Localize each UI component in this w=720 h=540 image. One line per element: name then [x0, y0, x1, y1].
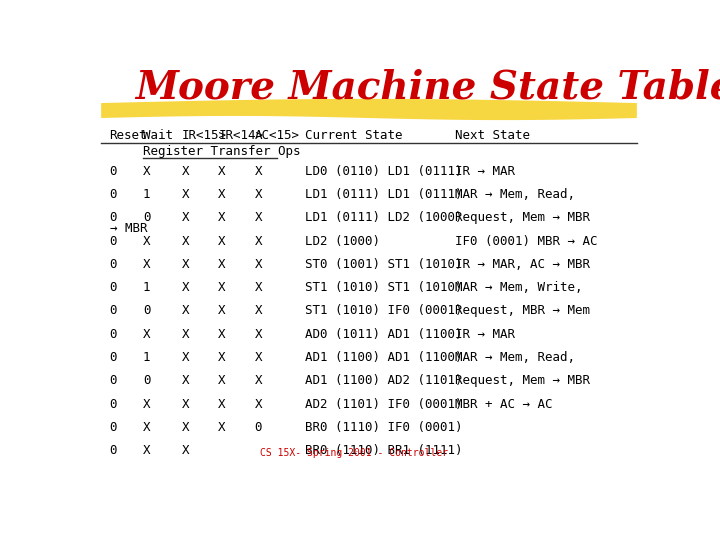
Text: 0: 0 [109, 165, 117, 178]
Text: X: X [218, 211, 226, 224]
Text: → MBR: → MBR [109, 222, 147, 235]
Text: 0: 0 [109, 374, 117, 387]
Text: 0: 0 [109, 444, 117, 457]
Text: IR → MAR, AC → MBR: IR → MAR, AC → MBR [456, 258, 590, 271]
Text: AD1 (1100) AD1 (1100): AD1 (1100) AD1 (1100) [305, 351, 462, 364]
Text: 0: 0 [143, 374, 150, 387]
Text: X: X [182, 281, 189, 294]
Text: LD2 (1000): LD2 (1000) [305, 234, 380, 248]
Text: 1: 1 [143, 188, 150, 201]
Text: X: X [255, 351, 262, 364]
Text: Current State: Current State [305, 129, 402, 142]
Text: 0: 0 [255, 421, 262, 434]
Text: X: X [143, 234, 150, 248]
Polygon shape [101, 99, 637, 120]
Text: X: X [182, 305, 189, 318]
Text: 0: 0 [109, 258, 117, 271]
Text: IR → MAR: IR → MAR [456, 165, 516, 178]
Text: Next State: Next State [456, 129, 531, 142]
Text: Reset: Reset [109, 129, 147, 142]
Text: X: X [182, 234, 189, 248]
Text: AD0 (1011) AD1 (1100): AD0 (1011) AD1 (1100) [305, 328, 462, 341]
Text: 1: 1 [143, 281, 150, 294]
Text: IR → MAR: IR → MAR [456, 328, 516, 341]
Text: X: X [182, 165, 189, 178]
Text: X: X [182, 397, 189, 410]
Text: AD2 (1101) IF0 (0001): AD2 (1101) IF0 (0001) [305, 397, 462, 410]
Text: LD1 (0111) LD1 (0111): LD1 (0111) LD1 (0111) [305, 188, 462, 201]
Text: X: X [143, 328, 150, 341]
Text: IR<14>: IR<14> [218, 129, 264, 142]
Text: X: X [255, 165, 262, 178]
Text: 0: 0 [109, 188, 117, 201]
Text: 0: 0 [109, 305, 117, 318]
Text: Request, Mem → MBR: Request, Mem → MBR [456, 211, 590, 224]
Text: 0: 0 [109, 351, 117, 364]
Text: AD1 (1100) AD2 (1101): AD1 (1100) AD2 (1101) [305, 374, 462, 387]
Text: X: X [182, 421, 189, 434]
Text: MBR + AC → AC: MBR + AC → AC [456, 397, 553, 410]
Text: 1: 1 [143, 351, 150, 364]
Text: X: X [255, 374, 262, 387]
Text: X: X [218, 421, 226, 434]
Text: X: X [218, 165, 226, 178]
Text: X: X [182, 211, 189, 224]
Text: X: X [255, 234, 262, 248]
Text: X: X [143, 444, 150, 457]
Text: BR0 (1110) BR1 (1111): BR0 (1110) BR1 (1111) [305, 444, 462, 457]
Text: X: X [218, 351, 226, 364]
Text: X: X [182, 351, 189, 364]
Text: X: X [255, 211, 262, 224]
Text: Request, MBR → Mem: Request, MBR → Mem [456, 305, 590, 318]
Text: IR<15>: IR<15> [182, 129, 227, 142]
Text: 0: 0 [109, 397, 117, 410]
Text: X: X [218, 328, 226, 341]
Text: X: X [255, 397, 262, 410]
Text: 0: 0 [143, 305, 150, 318]
Text: X: X [255, 281, 262, 294]
Text: ST1 (1010) IF0 (0001): ST1 (1010) IF0 (0001) [305, 305, 462, 318]
Text: CS 15X- Spring 2001 - Controller: CS 15X- Spring 2001 - Controller [260, 448, 448, 458]
Text: X: X [255, 188, 262, 201]
Text: 0: 0 [109, 234, 117, 248]
Text: X: X [218, 281, 226, 294]
Text: X: X [218, 374, 226, 387]
Text: Moore Machine State Table: Moore Machine State Table [135, 69, 720, 107]
Text: IF0 (0001) MBR → AC: IF0 (0001) MBR → AC [456, 234, 598, 248]
Text: X: X [182, 328, 189, 341]
Text: LD1 (0111) LD2 (1000): LD1 (0111) LD2 (1000) [305, 211, 462, 224]
Text: 0: 0 [109, 211, 117, 224]
Text: X: X [143, 258, 150, 271]
Text: X: X [218, 258, 226, 271]
Text: MAR → Mem, Write,: MAR → Mem, Write, [456, 281, 583, 294]
Text: X: X [218, 397, 226, 410]
Text: 0: 0 [109, 281, 117, 294]
Text: MAR → Mem, Read,: MAR → Mem, Read, [456, 351, 575, 364]
Text: Request, Mem → MBR: Request, Mem → MBR [456, 374, 590, 387]
Text: BR0 (1110) IF0 (0001): BR0 (1110) IF0 (0001) [305, 421, 462, 434]
Text: X: X [255, 258, 262, 271]
Text: 0: 0 [109, 421, 117, 434]
Text: X: X [182, 188, 189, 201]
Text: X: X [255, 328, 262, 341]
Text: X: X [218, 234, 226, 248]
Text: X: X [182, 374, 189, 387]
Text: 0: 0 [143, 211, 150, 224]
Text: X: X [182, 444, 189, 457]
Text: X: X [255, 305, 262, 318]
Text: X: X [218, 188, 226, 201]
Text: AC<15>: AC<15> [255, 129, 300, 142]
Text: 0: 0 [109, 328, 117, 341]
Text: X: X [143, 397, 150, 410]
Text: Wait: Wait [143, 129, 173, 142]
Text: ST1 (1010) ST1 (1010): ST1 (1010) ST1 (1010) [305, 281, 462, 294]
Text: X: X [182, 258, 189, 271]
Text: LD0 (0110) LD1 (0111): LD0 (0110) LD1 (0111) [305, 165, 462, 178]
Text: X: X [218, 305, 226, 318]
Text: X: X [143, 421, 150, 434]
Text: ST0 (1001) ST1 (1010): ST0 (1001) ST1 (1010) [305, 258, 462, 271]
Text: MAR → Mem, Read,: MAR → Mem, Read, [456, 188, 575, 201]
Text: Register Transfer Ops: Register Transfer Ops [143, 145, 300, 158]
Text: X: X [143, 165, 150, 178]
